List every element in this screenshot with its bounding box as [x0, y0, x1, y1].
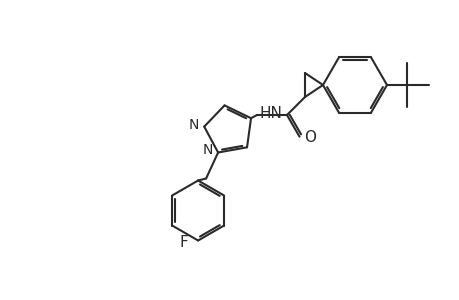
Text: N: N — [189, 118, 199, 132]
Text: HN: HN — [259, 106, 282, 121]
Text: N: N — [202, 142, 213, 157]
Text: O: O — [304, 130, 316, 145]
Text: F: F — [179, 235, 188, 250]
